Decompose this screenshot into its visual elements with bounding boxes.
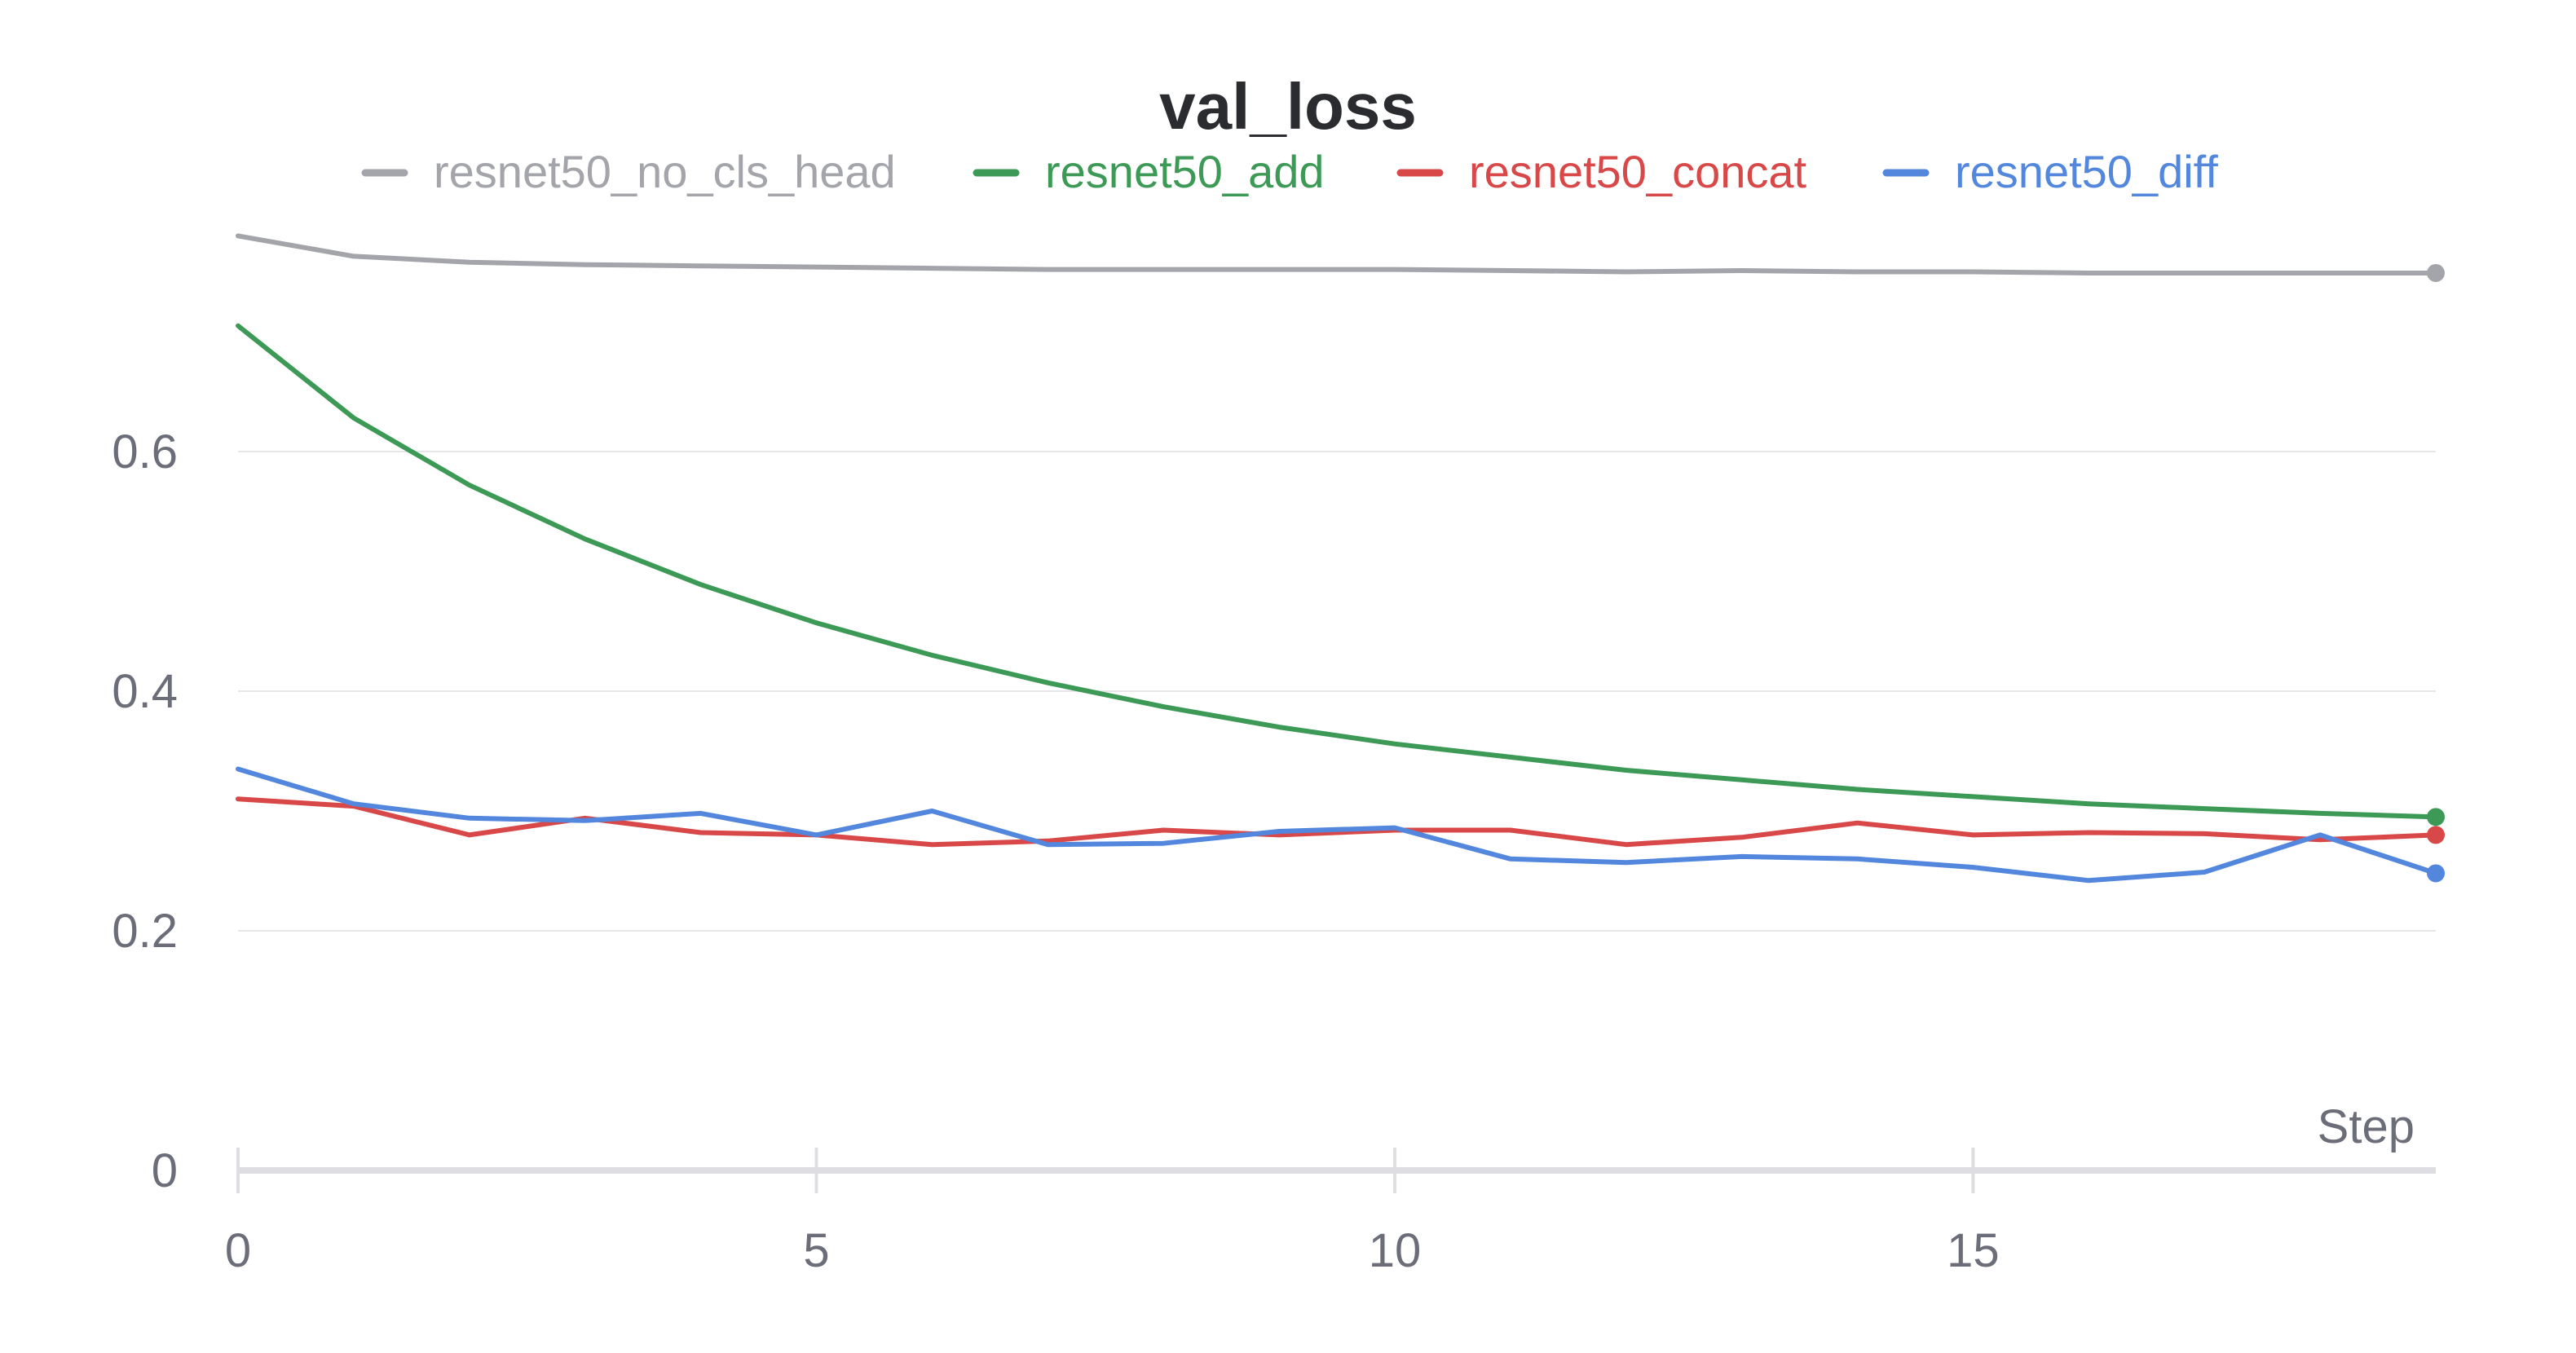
series-line-resnet50_add[interactable] [236, 323, 2438, 820]
series-endpoint-resnet50_add[interactable] [2427, 808, 2445, 826]
legend-item-resnet50_diff[interactable]: resnet50_diff [1882, 146, 2218, 197]
x-tick-label: 10 [1369, 1224, 1422, 1277]
x-tick-label: 0 [225, 1224, 251, 1277]
legend-label: resnet50_add [1045, 146, 1325, 197]
y-tick-label: 0.4 [112, 665, 178, 718]
y-tick-label: 0 [152, 1144, 178, 1197]
series-line-resnet50_no_cls_head[interactable] [236, 233, 2438, 275]
y-tick-label: 0.2 [112, 905, 178, 958]
legend-label: resnet50_concat [1469, 146, 1807, 197]
chart-title: val_loss [1159, 70, 1417, 143]
legend-label: resnet50_diff [1955, 146, 2218, 197]
series-endpoint-resnet50_concat[interactable] [2427, 826, 2445, 844]
y-tick-label: 0.6 [112, 425, 178, 478]
series-endpoint-resnet50_diff[interactable] [2427, 864, 2445, 883]
series-endpoints [2427, 263, 2445, 883]
series-line-resnet50_diff[interactable] [236, 766, 2438, 884]
legend-item-resnet50_add[interactable]: resnet50_add [973, 146, 1325, 197]
series-group [236, 233, 2438, 884]
x-tick-label: 5 [803, 1224, 829, 1277]
x-axis-label: Step [2318, 1100, 2415, 1153]
legend-label: resnet50_no_cls_head [434, 146, 896, 197]
series-endpoint-resnet50_no_cls_head[interactable] [2427, 263, 2445, 282]
legend: resnet50_no_cls_head resnet50_add resnet50… [361, 146, 2218, 197]
legend-item-resnet50_no_cls_head[interactable]: resnet50_no_cls_head [361, 146, 896, 197]
legend-item-resnet50_concat[interactable]: resnet50_concat [1396, 146, 1807, 197]
grid-lines [238, 451, 2436, 932]
axes: 0 0.2 0.4 0.6 0 5 10 15 [112, 425, 2436, 1277]
x-tick-label: 15 [1947, 1224, 2000, 1277]
